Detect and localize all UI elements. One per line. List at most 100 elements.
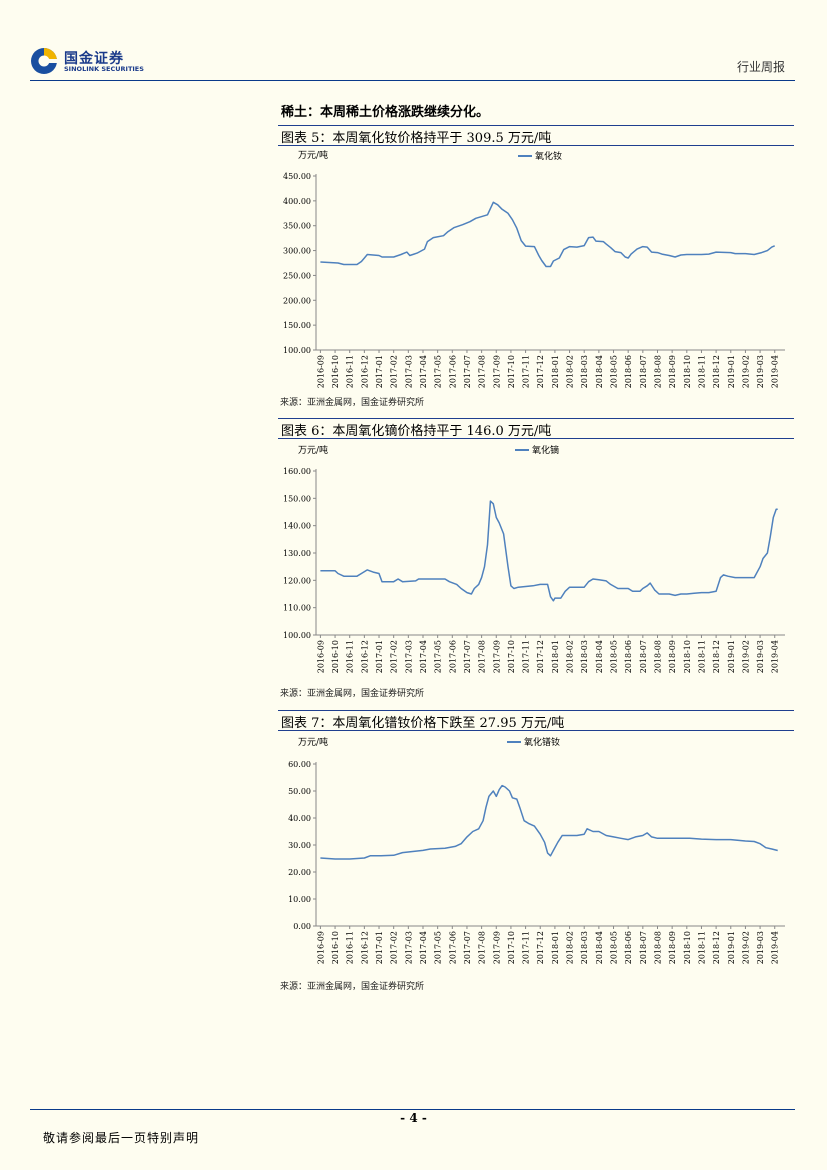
y-tick-label: 30.00 xyxy=(288,841,311,850)
x-tick-label: 2018-03 xyxy=(580,931,589,964)
x-tick-label: 2018-02 xyxy=(566,640,575,673)
page-number: - 4 - xyxy=(400,1111,427,1125)
x-tick-label: 2017-07 xyxy=(463,640,472,673)
y-tick-label: 150.00 xyxy=(283,321,311,330)
praseodymium-neodymium-oxide-price-chart: 万元/吨 氧化镨钕 60.00 50.00 40.00 30.00 20.00 10.00 0.… xyxy=(288,736,785,964)
x-tick-label: 2017-03 xyxy=(404,931,413,964)
x-tick-label: 2018-08 xyxy=(653,931,662,964)
x-tick-label: 2017-06 xyxy=(448,640,457,673)
x-tick-label: 2018-10 xyxy=(683,640,692,673)
x-tick-label: 2017-06 xyxy=(448,355,457,388)
x-tick-label: 2017-07 xyxy=(463,931,472,964)
figure-source: 来源：亚洲金属网，国金证券研究所 xyxy=(280,982,425,992)
x-tick-label: 2018-05 xyxy=(610,355,619,388)
y-tick-label: 350.00 xyxy=(283,222,311,231)
x-tick-label: 2017-04 xyxy=(419,931,428,964)
x-tick-label: 2018-04 xyxy=(595,355,604,388)
x-tick-label: 2018-10 xyxy=(683,355,692,388)
logo-mark-icon xyxy=(31,48,57,74)
y-tick-label: 20.00 xyxy=(288,868,311,877)
x-tick-label: 2017-03 xyxy=(404,355,413,388)
y-axis-unit-label: 万元/吨 xyxy=(298,149,328,161)
x-tick-label: 2017-03 xyxy=(404,640,413,673)
x-tick-label: 2019-02 xyxy=(741,640,750,673)
y-tick-label: 110.00 xyxy=(283,604,311,613)
figure-source: 来源：亚洲金属网，国金证券研究所 xyxy=(280,398,425,408)
company-name-cn: 国金证券 xyxy=(64,51,124,67)
y-tick-label: 100.00 xyxy=(283,346,311,355)
x-tick-label: 2017-04 xyxy=(419,355,428,388)
x-tick-label: 2018-03 xyxy=(580,640,589,673)
x-tick-label: 2017-10 xyxy=(507,931,516,964)
figure-title-bar: 图表 5：本周氧化钕价格持平于 309.5 万元/吨 xyxy=(278,125,794,146)
x-tick-label: 2018-05 xyxy=(610,931,619,964)
legend-label: 氧化镝 xyxy=(532,444,559,456)
x-tick-label: 2017-12 xyxy=(536,931,545,964)
x-tick-label: 2019-01 xyxy=(727,355,736,388)
x-tick-label: 2018-07 xyxy=(639,640,648,673)
x-tick-label: 2019-02 xyxy=(741,931,750,964)
legend-label: 氧化镨钕 xyxy=(524,736,560,748)
figure-title-bar: 图表 6：本周氧化镝价格持平于 146.0 万元/吨 xyxy=(278,418,794,439)
dysprosium-oxide-price-chart: 万元/吨 氧化镝 160.00 150.00 140.00 130.00 120.00 110… xyxy=(283,444,785,673)
x-tick-label: 2017-08 xyxy=(478,931,487,964)
x-tick-label: 2018-09 xyxy=(668,640,677,673)
report-type: 行业周报 xyxy=(736,60,785,74)
x-tick-label: 2018-05 xyxy=(610,640,619,673)
x-tick-label: 2017-09 xyxy=(492,640,501,673)
x-tick-label: 2017-05 xyxy=(434,931,443,964)
x-tick-label: 2018-01 xyxy=(551,931,560,964)
figure-title: 图表 6：本周氧化镝价格持平于 146.0 万元/吨 xyxy=(281,424,552,439)
y-tick-label: 0.00 xyxy=(293,922,311,931)
y-tick-label: 50.00 xyxy=(288,787,311,796)
x-tick-label: 2019-02 xyxy=(741,355,750,388)
x-tick-label: 2016-11 xyxy=(346,931,355,964)
x-tick-label: 2018-12 xyxy=(712,931,721,964)
x-tick-label: 2017-11 xyxy=(522,931,531,964)
x-tick-label: 2018-11 xyxy=(697,355,706,388)
x-tick-label: 2017-11 xyxy=(522,355,531,388)
x-tick-label: 2018-07 xyxy=(639,931,648,964)
footer-divider xyxy=(30,1109,795,1110)
x-tick-label: 2019-03 xyxy=(756,355,765,388)
series-line xyxy=(320,784,778,860)
disclaimer-text: 敬请参阅最后一页特别声明 xyxy=(43,1131,200,1145)
x-tick-label: 2018-02 xyxy=(566,931,575,964)
x-tick-label: 2018-11 xyxy=(697,931,706,964)
y-tick-label: 100.00 xyxy=(283,631,311,640)
x-tick-label: 2018-04 xyxy=(595,640,604,673)
section-title: 稀土：本周稀土价格涨跌继续分化。 xyxy=(281,105,490,120)
y-tick-label: 200.00 xyxy=(283,296,311,305)
x-tick-label: 2018-11 xyxy=(697,640,706,673)
x-tick-label: 2018-08 xyxy=(653,355,662,388)
y-tick-label: 150.00 xyxy=(283,494,311,503)
x-tick-label: 2019-04 xyxy=(771,355,780,388)
x-tick-label: 2016-09 xyxy=(316,640,325,673)
x-tick-label: 2019-04 xyxy=(771,640,780,673)
x-tick-label: 2018-06 xyxy=(624,355,633,388)
x-tick-label: 2016-09 xyxy=(316,355,325,388)
x-tick-label: 2017-05 xyxy=(434,640,443,673)
y-tick-label: 140.00 xyxy=(283,522,311,531)
x-tick-label: 2018-01 xyxy=(551,640,560,673)
y-tick-label: 60.00 xyxy=(288,760,311,769)
x-tick-label: 2017-05 xyxy=(434,355,443,388)
x-tick-label: 2017-09 xyxy=(492,931,501,964)
x-tick-label: 2019-01 xyxy=(727,640,736,673)
y-tick-label: 40.00 xyxy=(288,814,311,823)
x-tick-label: 2016-10 xyxy=(331,640,340,673)
x-tick-label: 2018-04 xyxy=(595,931,604,964)
y-tick-label: 120.00 xyxy=(283,576,311,585)
figure-source: 来源：亚洲金属网，国金证券研究所 xyxy=(280,689,425,699)
x-tick-label: 2017-01 xyxy=(375,355,384,388)
y-tick-label: 130.00 xyxy=(283,549,311,558)
figure-title-bar: 图表 7：本周氧化镨钕价格下跌至 27.95 万元/吨 xyxy=(278,710,794,731)
x-tick-label: 2016-09 xyxy=(316,931,325,964)
x-tick-label: 2017-01 xyxy=(375,931,384,964)
x-tick-label: 2017-08 xyxy=(478,355,487,388)
y-tick-label: 450.00 xyxy=(283,172,311,181)
y-tick-label: 400.00 xyxy=(283,197,311,206)
company-logo: 国金证券 SINOLINK SECURITIES xyxy=(30,45,160,77)
x-tick-label: 2017-09 xyxy=(492,355,501,388)
y-tick-label: 10.00 xyxy=(288,895,311,904)
